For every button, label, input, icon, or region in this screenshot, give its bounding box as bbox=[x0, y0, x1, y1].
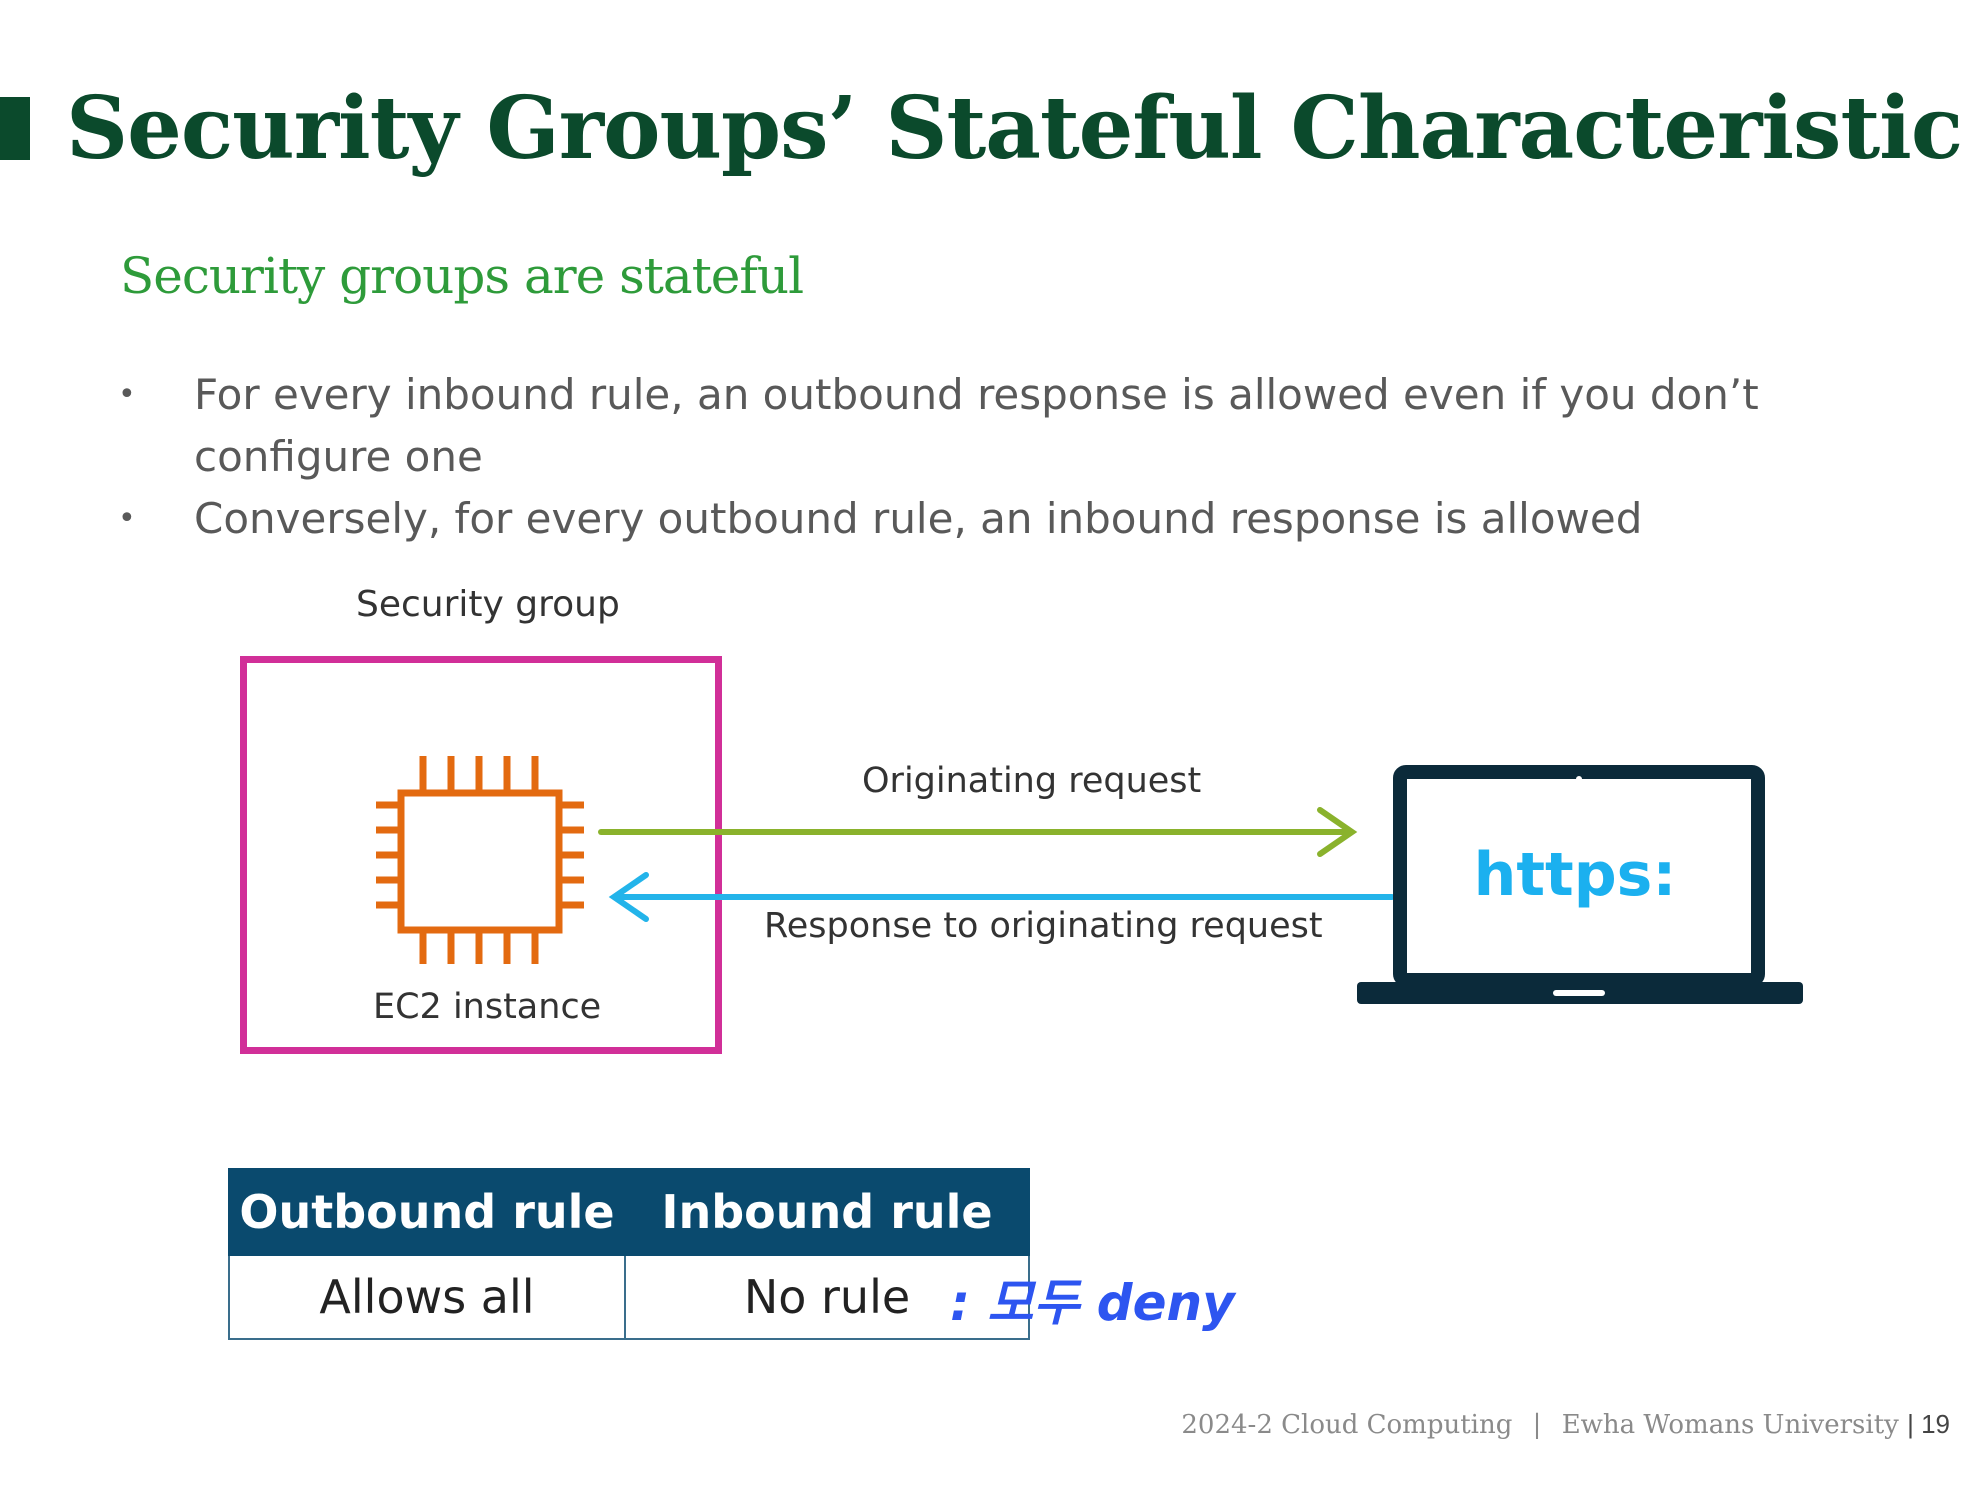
handwritten-annotation: : 모두 deny bbox=[950, 1274, 1235, 1332]
slide-subtitle: Security groups are stateful bbox=[120, 247, 804, 305]
bullet-item: • Conversely, for every outbound rule, a… bbox=[110, 488, 1810, 550]
bullet-list: • For every inbound rule, an outbound re… bbox=[110, 364, 1810, 550]
footer-course: 2024-2 Cloud Computing bbox=[1181, 1410, 1513, 1440]
request-arrow-icon bbox=[598, 807, 1358, 857]
security-group-label: Security group bbox=[356, 584, 620, 625]
laptop-screen-text: https: bbox=[1473, 840, 1677, 910]
table-header-outbound: Outbound rule bbox=[228, 1168, 626, 1256]
footer-separator: | bbox=[1532, 1410, 1542, 1440]
title-accent-bar bbox=[0, 97, 30, 160]
table-header-row: Outbound rule Inbound rule bbox=[228, 1168, 1030, 1256]
bullet-text: Conversely, for every outbound rule, an … bbox=[194, 494, 1643, 543]
security-group-box bbox=[240, 656, 722, 1054]
ec2-instance-label: EC2 instance bbox=[373, 987, 602, 1027]
ec2-chip-icon bbox=[376, 756, 584, 964]
page-number: | 19 bbox=[1907, 1409, 1950, 1439]
bullet-dot-icon: • bbox=[118, 501, 136, 536]
table-cell-outbound: Allows all bbox=[228, 1254, 626, 1340]
table-header-inbound: Inbound rule bbox=[624, 1168, 1030, 1256]
rules-table: Outbound rule Inbound rule Allows all No… bbox=[228, 1168, 1030, 1340]
table-cell-inbound: No rule bbox=[624, 1254, 1030, 1340]
table-row: Allows all No rule bbox=[228, 1254, 1030, 1340]
slide-footer: 2024-2 Cloud Computing | Ewha Womans Uni… bbox=[1181, 1406, 1950, 1443]
laptop-icon bbox=[1357, 765, 1803, 1004]
response-arrow-icon bbox=[608, 872, 1395, 922]
bullet-text: For every inbound rule, an outbound resp… bbox=[194, 370, 1759, 481]
bullet-dot-icon: • bbox=[118, 377, 136, 412]
response-label: Response to originating request bbox=[764, 906, 1323, 946]
bullet-item: • For every inbound rule, an outbound re… bbox=[110, 364, 1810, 488]
request-label: Originating request bbox=[862, 761, 1202, 801]
slide-title: Security Groups’ Stateful Characteristic bbox=[66, 78, 1963, 179]
footer-university: Ewha Womans University bbox=[1561, 1410, 1899, 1440]
